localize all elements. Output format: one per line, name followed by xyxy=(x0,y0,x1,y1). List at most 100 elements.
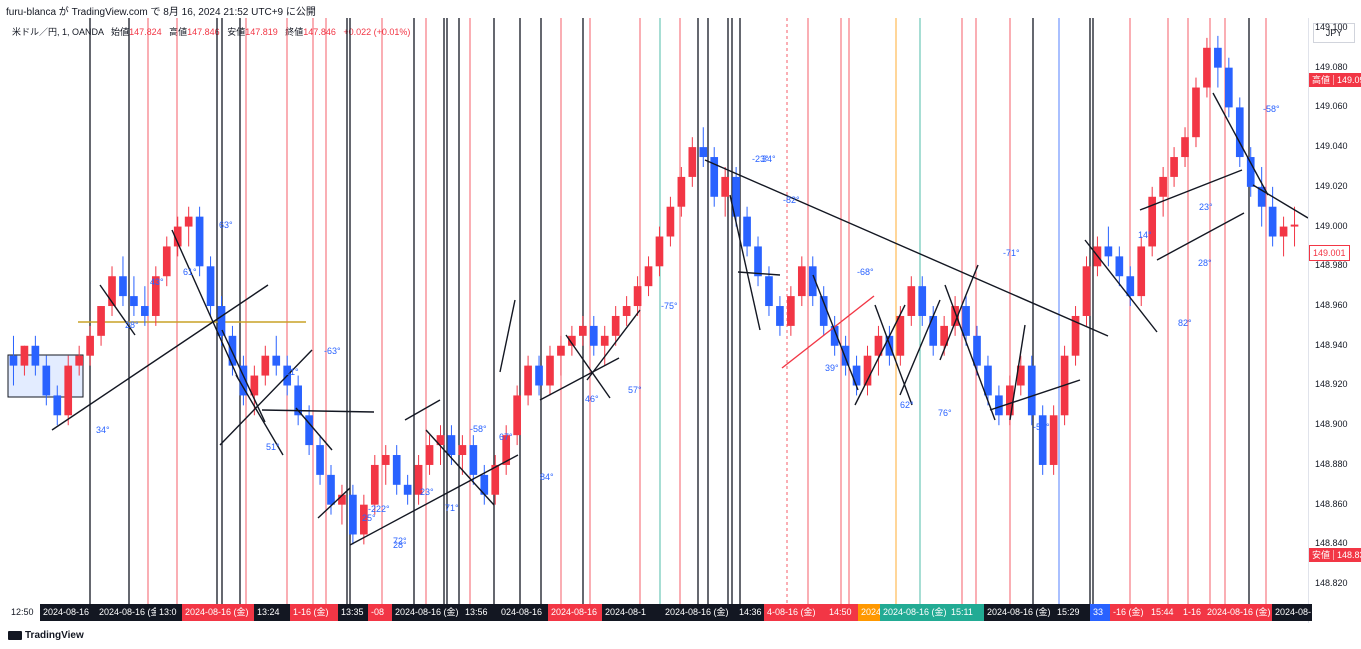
candle-body xyxy=(1214,47,1222,68)
price-tick: 149.080 xyxy=(1315,61,1348,72)
time-label: 13:56 xyxy=(462,604,498,621)
tradingview-icon xyxy=(8,630,22,640)
candle-body xyxy=(502,435,511,465)
candle-body xyxy=(305,415,313,446)
price-tick: 148.860 xyxy=(1315,498,1348,509)
candle-body xyxy=(929,315,938,346)
angle-label: 51° xyxy=(266,442,280,452)
low-tag-label: 安値 xyxy=(1312,550,1331,560)
trend-line xyxy=(944,284,996,421)
time-label: 2024-08-16 (金) xyxy=(1204,604,1272,621)
time-label: 1-16 (金) xyxy=(290,604,338,621)
candle-body xyxy=(863,355,872,386)
candle-body xyxy=(918,286,927,316)
currency-button[interactable]: JPY xyxy=(1313,23,1355,43)
candle-body xyxy=(633,286,642,307)
price-tick: 148.880 xyxy=(1315,458,1348,469)
candle-body xyxy=(973,335,981,366)
candle-body xyxy=(31,345,40,366)
angle-label: 34° xyxy=(96,425,110,435)
candle-body xyxy=(392,455,401,485)
candle-body xyxy=(360,504,368,535)
angle-label: 31° xyxy=(285,367,299,377)
trend-line xyxy=(1252,184,1308,219)
price-tick: 148.920 xyxy=(1315,379,1348,390)
trend-line xyxy=(317,487,351,519)
candle-body xyxy=(874,335,883,356)
candle-body xyxy=(1246,157,1255,187)
candle-body xyxy=(1203,47,1211,88)
candle-body xyxy=(97,306,105,336)
candle-body xyxy=(688,147,697,177)
time-label: 13:0 xyxy=(156,604,182,621)
low-tag-value: 148.834 xyxy=(1333,550,1361,560)
time-label: 2024-08-16 (金) xyxy=(662,604,736,621)
candle-body xyxy=(754,246,762,277)
candle-body xyxy=(797,266,806,297)
time-label: 2024 xyxy=(858,604,880,621)
angle-label: 46° xyxy=(585,394,599,404)
symbol-name[interactable]: 米ドル／円, 1, OANDA xyxy=(12,27,104,37)
chart-plot-area[interactable]: 34° 63° 61° 43° 28° 51° -63° 31° -58° 67° 25°-222°… xyxy=(0,0,1308,604)
price-axis[interactable]: JPY 149.100 149.080 149.060 149.040 149.020 1… xyxy=(1308,18,1361,623)
candle-body xyxy=(622,306,631,316)
candle-body xyxy=(1290,224,1299,227)
angle-label: 76° xyxy=(938,408,952,418)
trend-line xyxy=(1156,212,1245,261)
candle-body xyxy=(239,365,248,396)
time-label: 15:44 xyxy=(1148,604,1180,621)
candle-body xyxy=(338,494,346,505)
trend-line xyxy=(854,304,906,406)
candle-body xyxy=(173,226,182,247)
angle-label: -58° xyxy=(470,424,487,434)
candle-body xyxy=(1016,365,1025,386)
angle-label: 39° xyxy=(825,363,839,373)
candle-body xyxy=(130,296,138,307)
candle-body xyxy=(1192,87,1200,138)
time-label: 4-08-16 (金) xyxy=(764,604,826,621)
candle-body xyxy=(995,395,1003,416)
candle-body xyxy=(1181,137,1189,158)
candle-body xyxy=(1082,266,1091,316)
current-price-tag: 149.001 xyxy=(1309,245,1350,261)
candle-body xyxy=(217,306,226,336)
candle-body xyxy=(1104,246,1113,257)
tradingview-logo[interactable]: TradingView xyxy=(8,630,84,641)
angle-label: -23° xyxy=(752,154,769,164)
angle-label: 34° xyxy=(762,154,776,164)
angle-label: 57° xyxy=(628,385,642,395)
candle-body xyxy=(436,435,445,446)
candle-body xyxy=(403,484,412,495)
candle-body xyxy=(841,345,850,366)
candle-body xyxy=(1159,176,1167,197)
time-label: 2024-08-16 (金) xyxy=(96,604,156,621)
time-label: 2024-08-16 (金) xyxy=(392,604,462,621)
candle-body xyxy=(1071,315,1080,356)
candle-body xyxy=(86,335,94,356)
candle-body xyxy=(765,276,773,307)
time-label: 14:50 xyxy=(826,604,858,621)
candle-body xyxy=(655,236,664,267)
candle-body xyxy=(546,355,554,386)
angle-label: -50° xyxy=(1033,422,1050,432)
trend-line xyxy=(425,429,495,506)
candle-body xyxy=(589,325,598,346)
angle-label: 28° xyxy=(1198,258,1212,268)
candle-body xyxy=(425,445,434,465)
candle-body xyxy=(600,335,609,346)
candle-body xyxy=(940,325,948,346)
angle-label: 72° xyxy=(393,536,407,546)
candle-body xyxy=(119,276,127,297)
candle-body xyxy=(513,395,521,436)
symbol-legend: 米ドル／円, 1, OANDA 始値147.824 高値147.846 安値14… xyxy=(12,25,410,38)
candle-body xyxy=(349,494,357,535)
time-label: -16 (金) xyxy=(1110,604,1148,621)
candle-body xyxy=(75,355,84,366)
candle-body xyxy=(666,206,675,237)
candle-body xyxy=(1027,365,1036,416)
trend-line xyxy=(874,304,913,406)
open-label: 始値 xyxy=(111,27,130,37)
candle-body xyxy=(677,176,686,207)
